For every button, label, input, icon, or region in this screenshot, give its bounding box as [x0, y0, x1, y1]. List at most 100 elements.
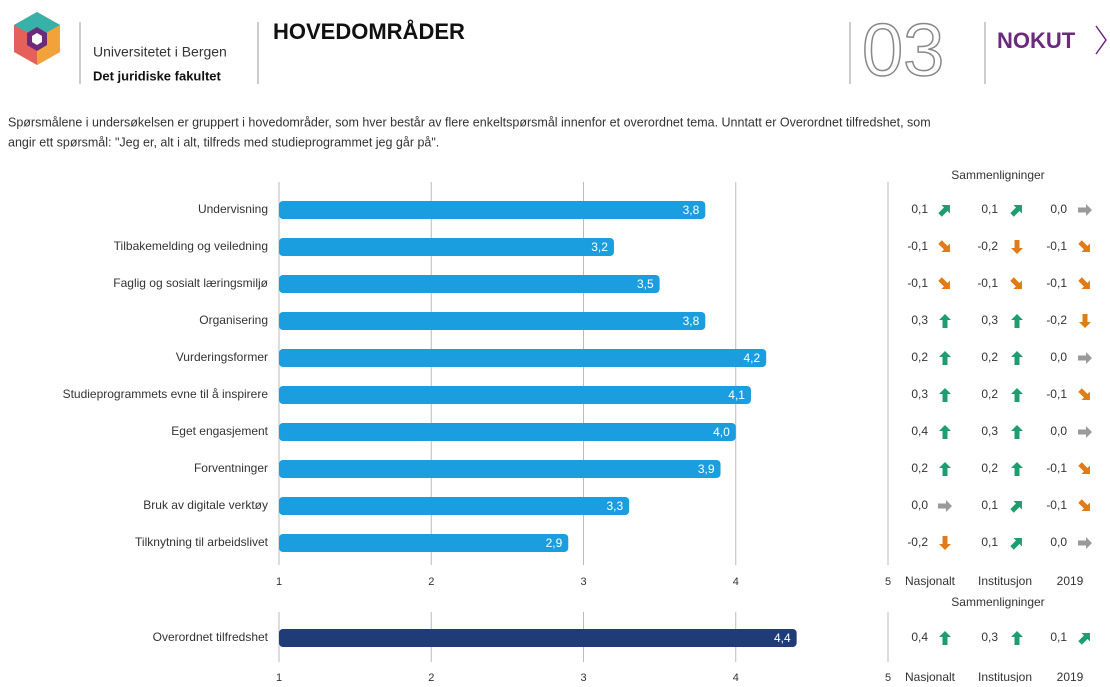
trend-arrow: [1010, 205, 1022, 217]
trend-arrow: [938, 205, 950, 217]
comparison-value: 0,1: [981, 202, 998, 216]
category-label: Studieprogrammets evne til å inspirere: [63, 387, 269, 401]
trend-arrow: [1078, 277, 1090, 289]
comparison-value: 0,1: [981, 535, 998, 549]
intro-line: Spørsmålene i undersøkelsen er gruppert …: [8, 115, 931, 129]
comparison-value: 0,3: [981, 424, 998, 438]
trend-arrow: [1078, 204, 1092, 216]
comparison-value: -0,1: [1046, 387, 1067, 401]
comparison-value: 0,2: [981, 350, 998, 364]
bar: [279, 460, 721, 478]
comparison-value: 0,0: [1050, 350, 1067, 364]
trend-arrow: [939, 462, 951, 476]
x-tick-label: 2: [428, 672, 434, 682]
category-label: Eget engasjement: [171, 424, 268, 438]
trend-arrow: [939, 388, 951, 402]
comparison-value: 0,1: [1050, 630, 1067, 644]
comparison-value: -0,2: [977, 239, 998, 253]
x-tick-label: 1: [276, 672, 282, 682]
comparison-value: 0,1: [911, 202, 928, 216]
x-tick-label: 5: [885, 672, 891, 682]
comparison-value: -0,2: [907, 535, 928, 549]
x-tick-label: 4: [733, 672, 739, 682]
category-label: Faglig og sosialt læringsmiljø: [113, 276, 268, 290]
bar: [279, 497, 630, 515]
comparison-title: Sammenligninger: [951, 595, 1044, 609]
trend-arrow: [1078, 499, 1090, 511]
category-label: Tilbakemelding og veiledning: [114, 239, 268, 253]
comparison-value: -0,1: [1046, 461, 1067, 475]
category-label: Bruk av digitale verktøy: [143, 498, 268, 512]
comparison-value: -0,1: [1046, 239, 1067, 253]
category-label: Forventninger: [194, 461, 268, 475]
trend-arrow: [1078, 537, 1092, 549]
x-tick-label: 3: [580, 672, 586, 682]
comparison-value: 0,4: [911, 424, 928, 438]
page-number: 03: [862, 9, 944, 92]
trend-arrow: [1078, 462, 1090, 474]
comparison-value: -0,1: [1046, 276, 1067, 290]
comparison-value: 0,2: [911, 461, 928, 475]
trend-arrow: [1078, 388, 1090, 400]
comparison-value: 0,1: [981, 498, 998, 512]
category-label: Overordnet tilfredshet: [153, 630, 269, 644]
trend-arrow: [1010, 277, 1022, 289]
comparison-value: 0,3: [911, 313, 928, 327]
comparison-value: 0,4: [911, 630, 928, 644]
category-label: Vurderingsformer: [176, 350, 268, 364]
page-title: HOVEDOMRÅDER: [273, 18, 465, 44]
value-label: 4,0: [713, 425, 730, 439]
institution: Universitetet i Bergen: [93, 44, 227, 60]
comparison-value: -0,2: [1046, 313, 1067, 327]
comparison-value: 0,3: [981, 313, 998, 327]
comparison-value: 0,3: [911, 387, 928, 401]
value-label: 3,9: [698, 462, 715, 476]
bar: [279, 349, 767, 367]
bar: [279, 386, 751, 404]
comparison-column: Institusjon: [978, 574, 1032, 588]
trend-arrow: [939, 631, 951, 645]
trend-arrow: [939, 314, 951, 328]
value-label: 2,9: [546, 536, 563, 550]
x-tick-label: 4: [733, 576, 739, 588]
value-label: 4,4: [774, 631, 791, 645]
bar: [279, 629, 797, 647]
comparison-value: -0,1: [907, 276, 928, 290]
trend-arrow: [939, 536, 951, 550]
value-label: 3,8: [683, 203, 700, 217]
trend-arrow: [1011, 425, 1023, 439]
trend-arrow: [1079, 314, 1091, 328]
trend-arrow: [1011, 462, 1023, 476]
x-tick-label: 5: [885, 576, 891, 588]
category-label: Organisering: [199, 313, 268, 327]
trend-arrow: [1010, 538, 1022, 550]
bar: [279, 238, 614, 256]
trend-arrow: [1011, 388, 1023, 402]
trend-arrow: [1011, 314, 1023, 328]
comparison-value: 0,3: [981, 630, 998, 644]
comparison-column: Institusjon: [978, 670, 1032, 682]
comparison-value: 0,2: [981, 461, 998, 475]
logo: [14, 12, 60, 65]
brand: NOKUT: [997, 28, 1076, 53]
trend-arrow: [1078, 352, 1092, 364]
x-tick-label: 3: [580, 576, 586, 588]
trend-arrow: [1011, 631, 1023, 645]
comparison-value: 0,0: [1050, 535, 1067, 549]
trend-arrow: [939, 425, 951, 439]
value-label: 3,8: [683, 314, 700, 328]
value-label: 3,2: [591, 240, 608, 254]
bar: [279, 275, 660, 293]
comparison-value: 0,0: [1050, 424, 1067, 438]
comparison-column: 2019: [1057, 574, 1084, 588]
intro-line: angir ett spørsmål: "Jeg er, alt i alt, …: [8, 135, 439, 149]
comparison-value: -0,1: [1046, 498, 1067, 512]
value-label: 3,3: [606, 499, 623, 513]
trend-arrow: [938, 277, 950, 289]
bar: [279, 534, 569, 552]
comparison-column: 2019: [1057, 670, 1084, 682]
value-label: 4,1: [728, 388, 745, 402]
comparison-value: 0,0: [911, 498, 928, 512]
